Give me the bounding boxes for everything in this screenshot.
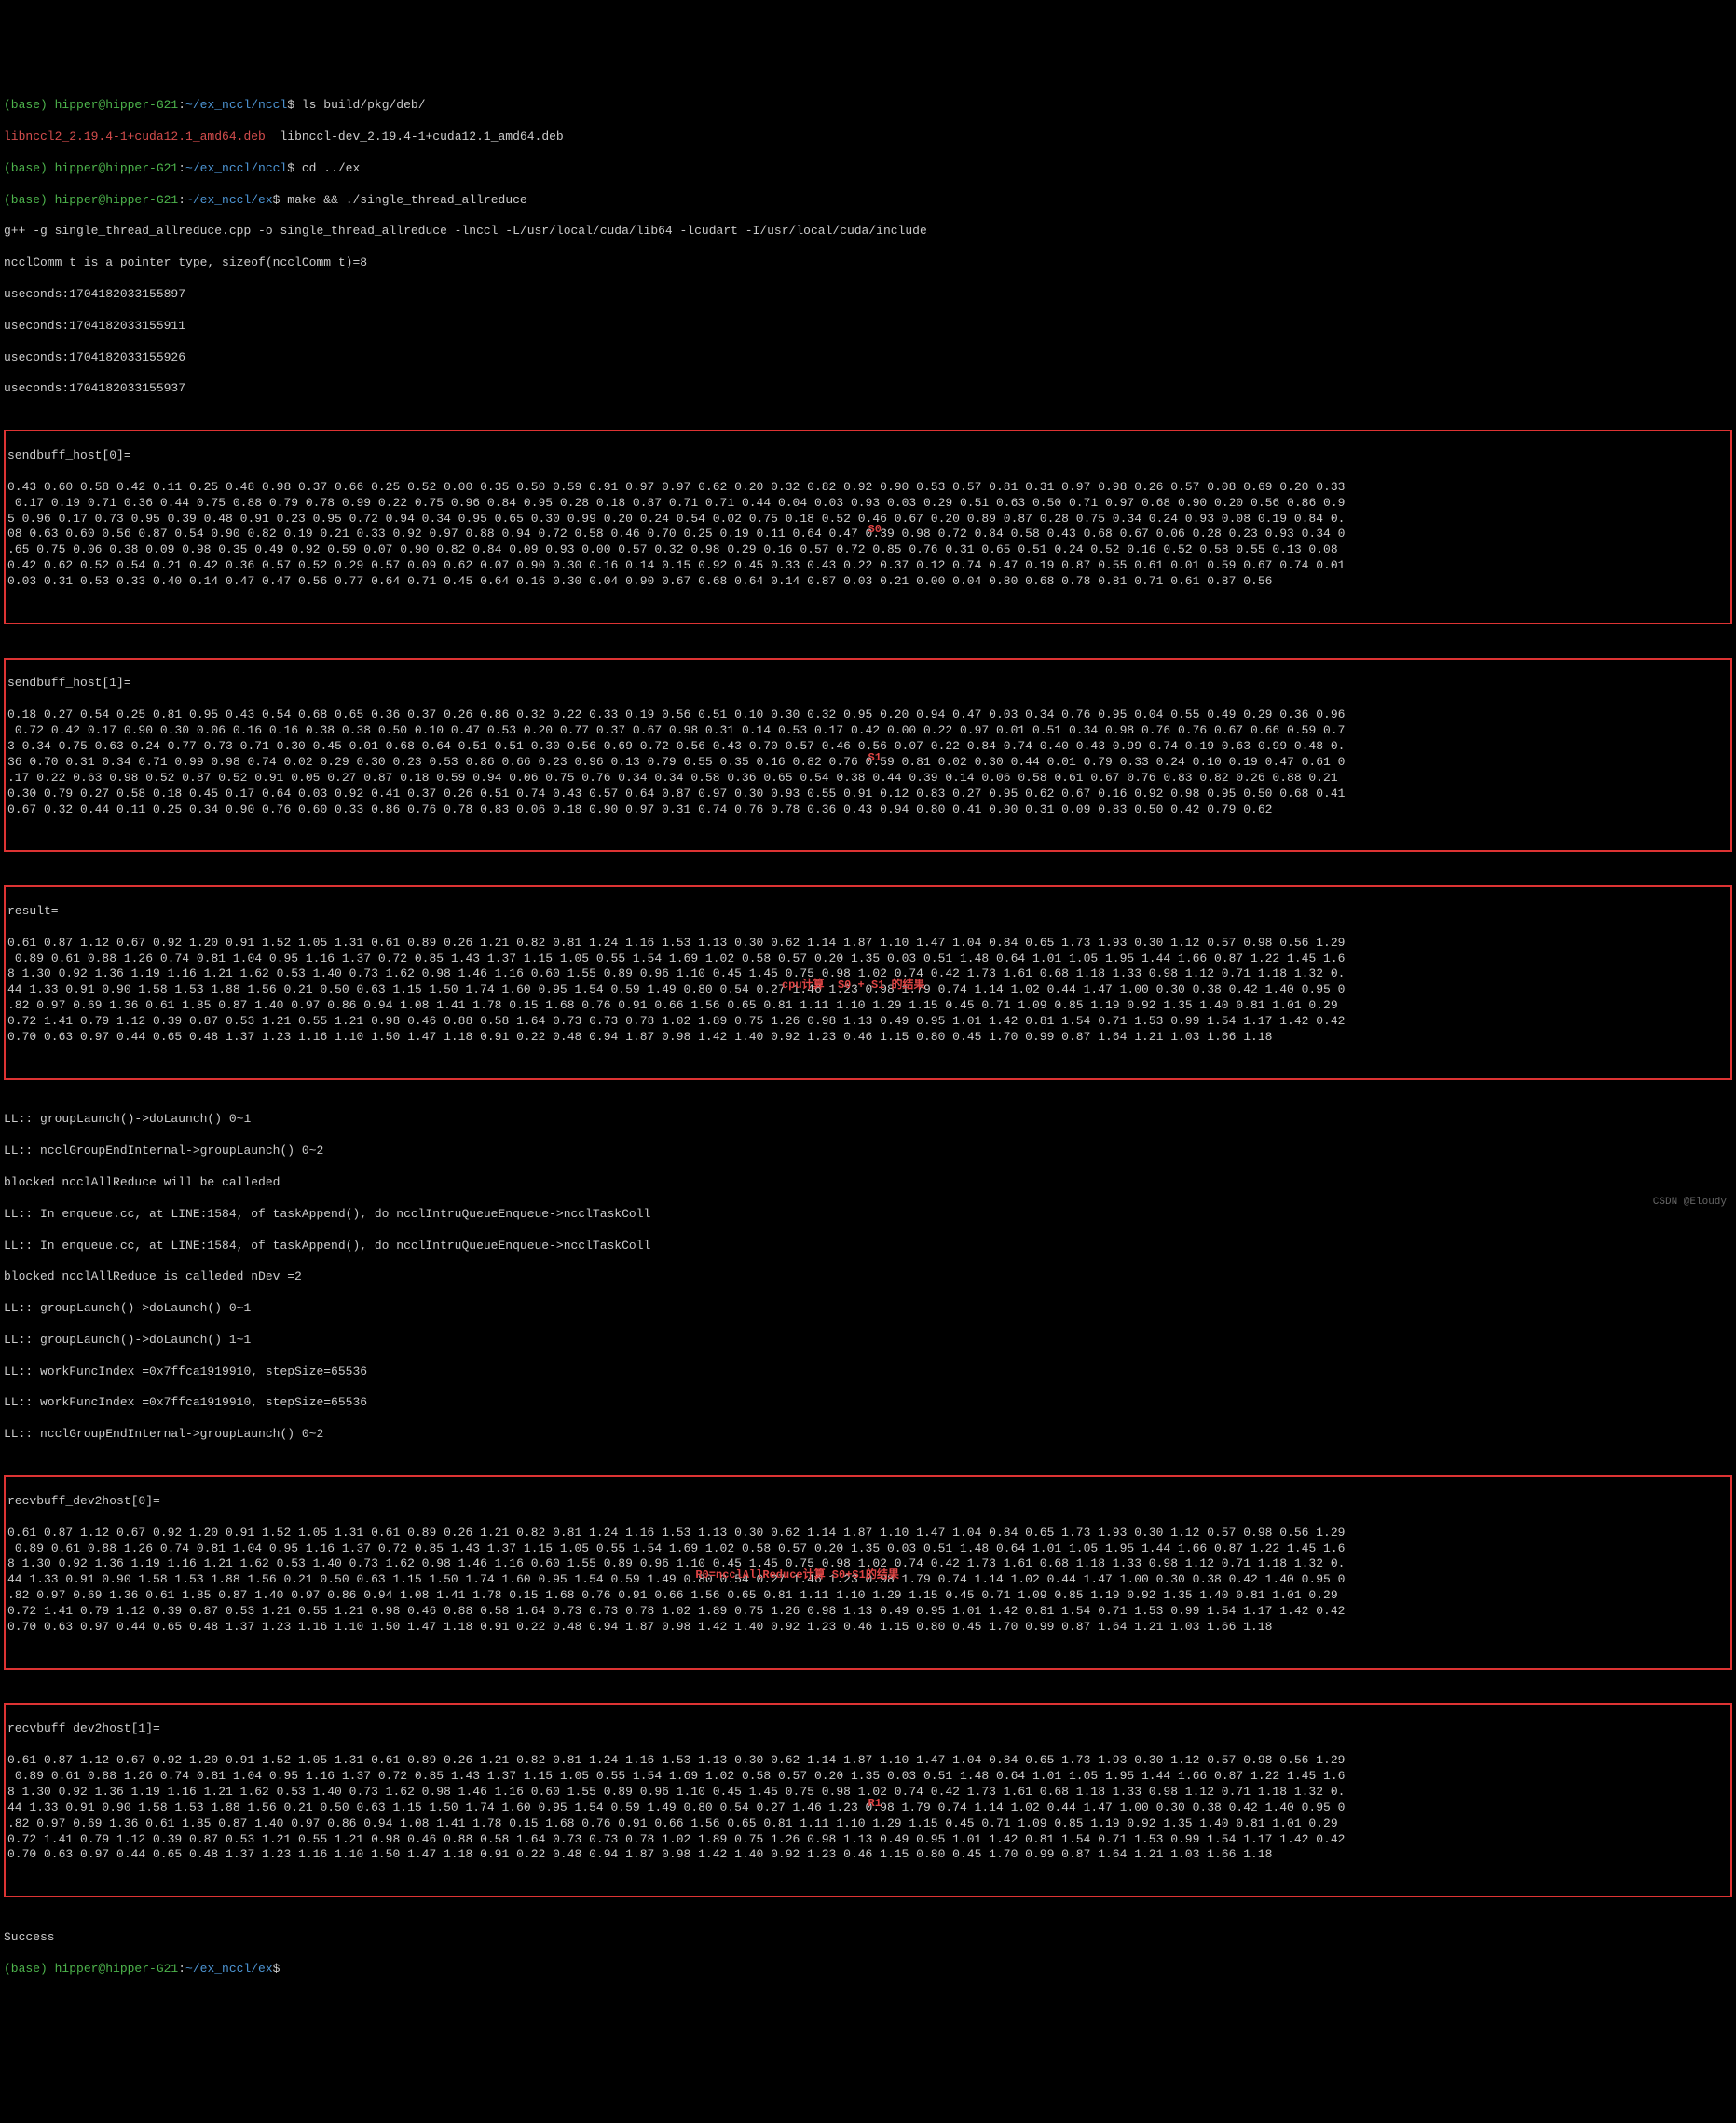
log-line: LL:: In enqueue.cc, at LINE:1584, of tas…	[4, 1239, 1732, 1254]
timestamp-line: useconds:1704182033155911	[4, 319, 1732, 335]
success-line: Success	[4, 1930, 1732, 1946]
data-row: 0.72 1.41 0.79 1.12 0.39 0.87 0.53 1.21 …	[7, 1604, 1729, 1620]
command-text: ls build/pkg/deb/	[302, 98, 426, 112]
data-row: 5 0.96 0.17 0.73 0.95 0.39 0.48 0.91 0.2…	[7, 512, 1729, 527]
block-header: result=	[7, 904, 1729, 920]
timestamp-line: useconds:1704182033155937	[4, 381, 1732, 397]
data-row: 0.72 1.41 0.79 1.12 0.39 0.87 0.53 1.21 …	[7, 1014, 1729, 1030]
result-box: result= 0.61 0.87 1.12 0.67 0.92 1.20 0.…	[4, 885, 1732, 1080]
data-row: 0.89 0.61 0.88 1.26 0.74 0.81 1.04 0.95 …	[7, 1769, 1729, 1785]
deb-file-white: libnccl-dev_2.19.4-1+cuda12.1_amd64.deb	[280, 130, 563, 144]
log-line: LL:: workFuncIndex =0x7ffca1919910, step…	[4, 1364, 1732, 1380]
data-row: .65 0.75 0.06 0.38 0.09 0.98 0.35 0.49 0…	[7, 542, 1729, 558]
timestamp-line: useconds:1704182033155897	[4, 287, 1732, 303]
data-row: .82 0.97 0.69 1.36 0.61 1.85 0.87 1.40 0…	[7, 1816, 1729, 1832]
data-row: 44 1.33 0.91 0.90 1.58 1.53 1.88 1.56 0.…	[7, 1572, 1729, 1588]
data-row: 0.18 0.27 0.54 0.25 0.81 0.95 0.43 0.54 …	[7, 707, 1729, 723]
data-row: 0.42 0.62 0.52 0.54 0.21 0.42 0.36 0.57 …	[7, 558, 1729, 574]
sendbuff-host-1-box: sendbuff_host[1]= 0.18 0.27 0.54 0.25 0.…	[4, 658, 1732, 853]
log-line: LL:: groupLaunch()->doLaunch() 0~1	[4, 1112, 1732, 1128]
block-header: recvbuff_dev2host[1]=	[7, 1721, 1729, 1737]
block-header: sendbuff_host[1]=	[7, 676, 1729, 692]
data-row: 0.61 0.87 1.12 0.67 0.92 1.20 0.91 1.52 …	[7, 1753, 1729, 1769]
prompt-user: (base) hipper@hipper-G21	[4, 98, 178, 112]
log-line: LL:: ncclGroupEndInternal->groupLaunch()…	[4, 1427, 1732, 1443]
prompt-line-1: (base) hipper@hipper-G21:~/ex_nccl/nccl$…	[4, 98, 1732, 114]
log-line: LL:: ncclGroupEndInternal->groupLaunch()…	[4, 1144, 1732, 1159]
log-line: blocked ncclAllReduce will be calleded	[4, 1175, 1732, 1191]
terminal-output: (base) hipper@hipper-G21:~/ex_nccl/nccl$…	[4, 67, 1732, 2009]
data-row: 0.61 0.87 1.12 0.67 0.92 1.20 0.91 1.52 …	[7, 936, 1729, 952]
data-row: 0.03 0.31 0.53 0.33 0.40 0.14 0.47 0.47 …	[7, 574, 1729, 590]
prompt-line-final[interactable]: (base) hipper@hipper-G21:~/ex_nccl/ex$	[4, 1962, 1732, 1978]
data-row: 0.17 0.19 0.71 0.36 0.44 0.75 0.88 0.79 …	[7, 496, 1729, 512]
data-row: 0.70 0.63 0.97 0.44 0.65 0.48 1.37 1.23 …	[7, 1620, 1729, 1636]
watermark-text: CSDN @Eloudy	[1653, 1196, 1727, 1209]
data-row: 0.89 0.61 0.88 1.26 0.74 0.81 1.04 0.95 …	[7, 1541, 1729, 1557]
data-row: 0.72 0.42 0.17 0.90 0.30 0.06 0.16 0.16 …	[7, 723, 1729, 739]
data-row: 44 1.33 0.91 0.90 1.58 1.53 1.88 1.56 0.…	[7, 982, 1729, 998]
log-line: LL:: groupLaunch()->doLaunch() 1~1	[4, 1333, 1732, 1349]
data-row: 36 0.70 0.31 0.34 0.71 0.99 0.98 0.74 0.…	[7, 755, 1729, 771]
timestamp-line: useconds:1704182033155926	[4, 350, 1732, 366]
log-line: LL:: groupLaunch()->doLaunch() 0~1	[4, 1301, 1732, 1317]
data-row: 08 0.63 0.60 0.56 0.87 0.54 0.90 0.82 0.…	[7, 527, 1729, 542]
data-row: 8 1.30 0.92 1.36 1.19 1.16 1.21 1.62 0.5…	[7, 1556, 1729, 1572]
data-row: 0.67 0.32 0.44 0.11 0.25 0.34 0.90 0.76 …	[7, 802, 1729, 818]
recvbuff-1-box: recvbuff_dev2host[1]= 0.61 0.87 1.12 0.6…	[4, 1703, 1732, 1897]
data-row: .82 0.97 0.69 1.36 0.61 1.85 0.87 1.40 0…	[7, 1588, 1729, 1604]
data-row: 3 0.34 0.75 0.63 0.24 0.77 0.73 0.71 0.3…	[7, 739, 1729, 755]
log-line: LL:: workFuncIndex =0x7ffca1919910, step…	[4, 1395, 1732, 1411]
prompt-line-3: (base) hipper@hipper-G21:~/ex_nccl/ex$ m…	[4, 193, 1732, 209]
data-row: 0.70 0.63 0.97 0.44 0.65 0.48 1.37 1.23 …	[7, 1030, 1729, 1046]
prompt-path: ~/ex_nccl/nccl	[185, 98, 287, 112]
data-row: 8 1.30 0.92 1.36 1.19 1.16 1.21 1.62 0.5…	[7, 1785, 1729, 1801]
data-row: 0.70 0.63 0.97 0.44 0.65 0.48 1.37 1.23 …	[7, 1847, 1729, 1863]
data-row: 44 1.33 0.91 0.90 1.58 1.53 1.88 1.56 0.…	[7, 1801, 1729, 1816]
log-line: blocked ncclAllReduce is calleded nDev =…	[4, 1269, 1732, 1285]
recvbuff-0-box: recvbuff_dev2host[0]= 0.61 0.87 1.12 0.6…	[4, 1475, 1732, 1670]
prompt-line-2: (base) hipper@hipper-G21:~/ex_nccl/nccl$…	[4, 161, 1732, 177]
data-row: 0.30 0.79 0.27 0.58 0.18 0.45 0.17 0.64 …	[7, 787, 1729, 802]
sendbuff-host-0-box: sendbuff_host[0]= 0.43 0.60 0.58 0.42 0.…	[4, 430, 1732, 624]
data-row: 0.89 0.61 0.88 1.26 0.74 0.81 1.04 0.95 …	[7, 952, 1729, 967]
block-header: recvbuff_dev2host[0]=	[7, 1494, 1729, 1510]
data-row: 8 1.30 0.92 1.36 1.19 1.16 1.21 1.62 0.5…	[7, 966, 1729, 982]
data-row: 0.43 0.60 0.58 0.42 0.11 0.25 0.48 0.98 …	[7, 480, 1729, 496]
deb-list: libnccl2_2.19.4-1+cuda12.1_amd64.deb lib…	[4, 130, 1732, 145]
block-header: sendbuff_host[0]=	[7, 448, 1729, 464]
data-row: 0.72 1.41 0.79 1.12 0.39 0.87 0.53 1.21 …	[7, 1832, 1729, 1848]
data-row: .17 0.22 0.63 0.98 0.52 0.87 0.52 0.91 0…	[7, 771, 1729, 787]
deb-file-red: libnccl2_2.19.4-1+cuda12.1_amd64.deb	[4, 130, 266, 144]
data-row: 0.61 0.87 1.12 0.67 0.92 1.20 0.91 1.52 …	[7, 1526, 1729, 1541]
info-line: ncclComm_t is a pointer type, sizeof(ncc…	[4, 255, 1732, 271]
compile-line: g++ -g single_thread_allreduce.cpp -o si…	[4, 224, 1732, 240]
log-line: LL:: In enqueue.cc, at LINE:1584, of tas…	[4, 1207, 1732, 1223]
data-row: .82 0.97 0.69 1.36 0.61 1.85 0.87 1.40 0…	[7, 998, 1729, 1014]
